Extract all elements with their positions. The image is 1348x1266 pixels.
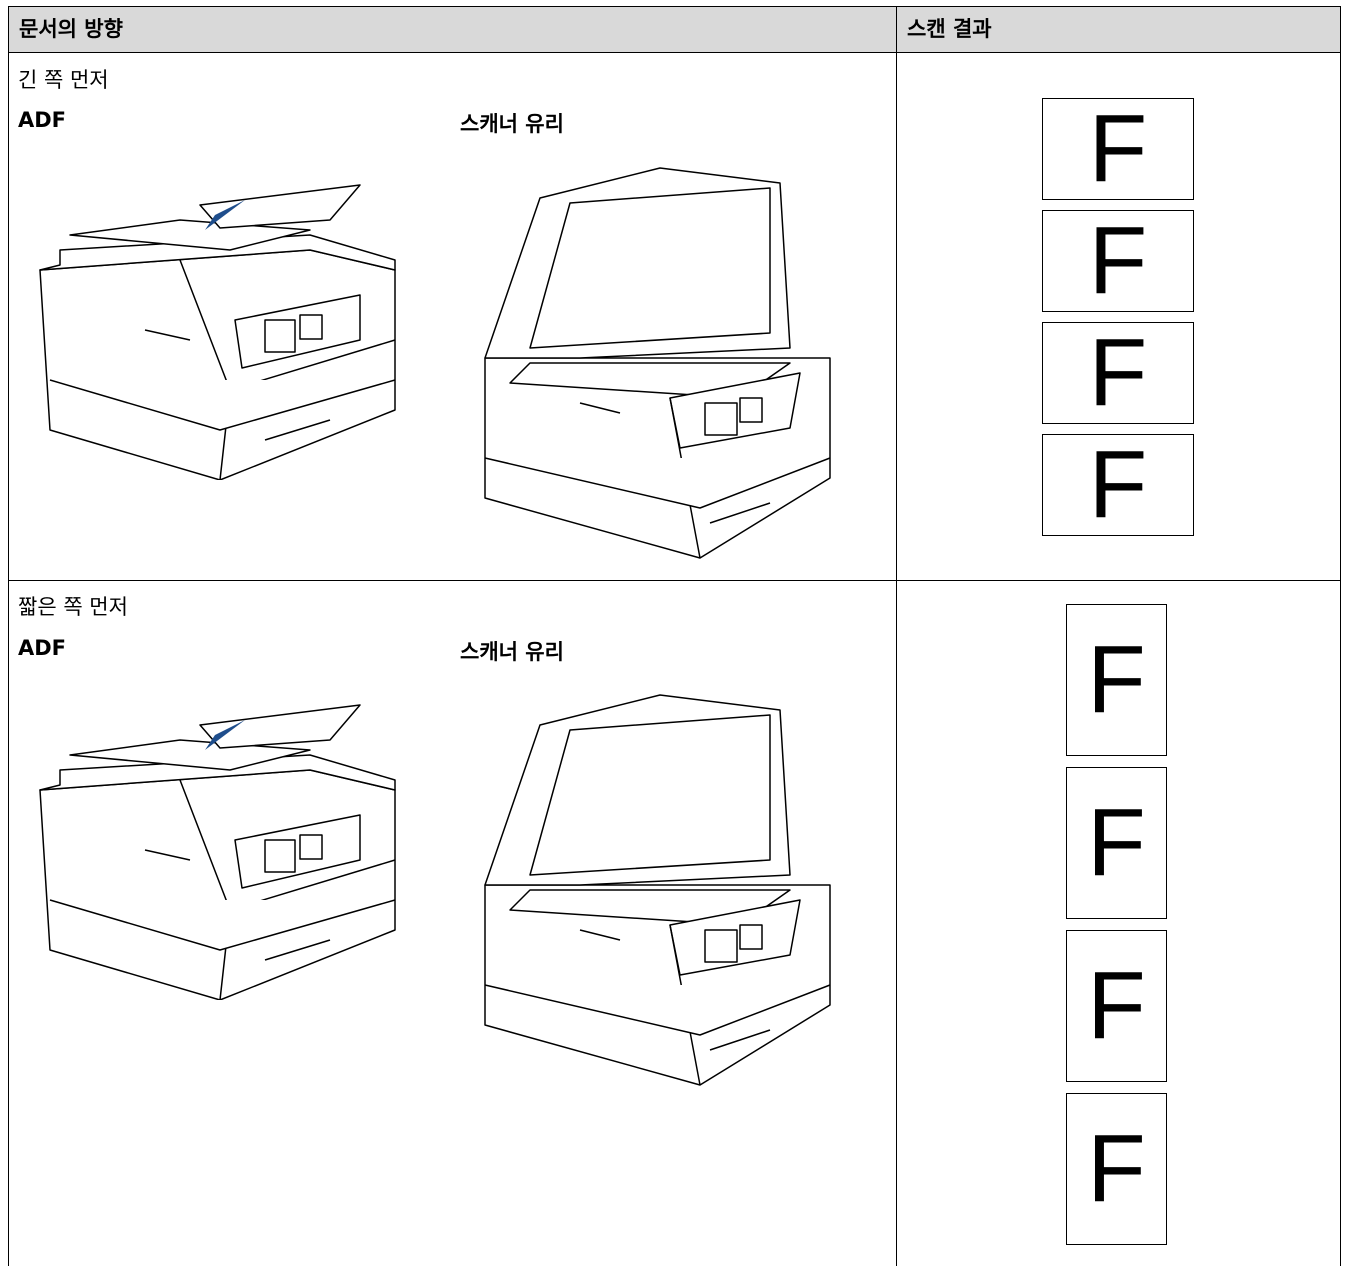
result-page: F: [1042, 319, 1194, 426]
adf-label: ADF: [18, 108, 67, 132]
glass-label: 스캐너 유리: [460, 640, 564, 664]
result-page: F: [1042, 207, 1194, 314]
result-page: F: [1066, 767, 1167, 919]
result-page: F: [1066, 1093, 1167, 1245]
glass-label: 스캐너 유리: [460, 112, 564, 136]
glass-illustration: [470, 158, 840, 568]
adf-illustration: [30, 180, 400, 480]
adf-label: ADF: [18, 636, 67, 660]
header-cell: 스캔 결과: [897, 7, 1340, 52]
table: [8, 6, 1341, 1266]
column-line: [896, 6, 897, 1266]
adf-illustration: [30, 700, 400, 1000]
orientation: 긴 쪽 먼저: [18, 68, 109, 92]
result-page: F: [1042, 95, 1194, 202]
orientation: 짧은 쪽 먼저: [18, 595, 128, 619]
header-cell: 문서의 방향: [9, 7, 896, 52]
row-line: [8, 580, 1341, 581]
result-page: F: [1066, 930, 1167, 1082]
result-page: F: [1042, 431, 1194, 538]
result-page: F: [1066, 604, 1167, 756]
row-line: [8, 52, 1341, 53]
glass-illustration: [470, 685, 840, 1095]
